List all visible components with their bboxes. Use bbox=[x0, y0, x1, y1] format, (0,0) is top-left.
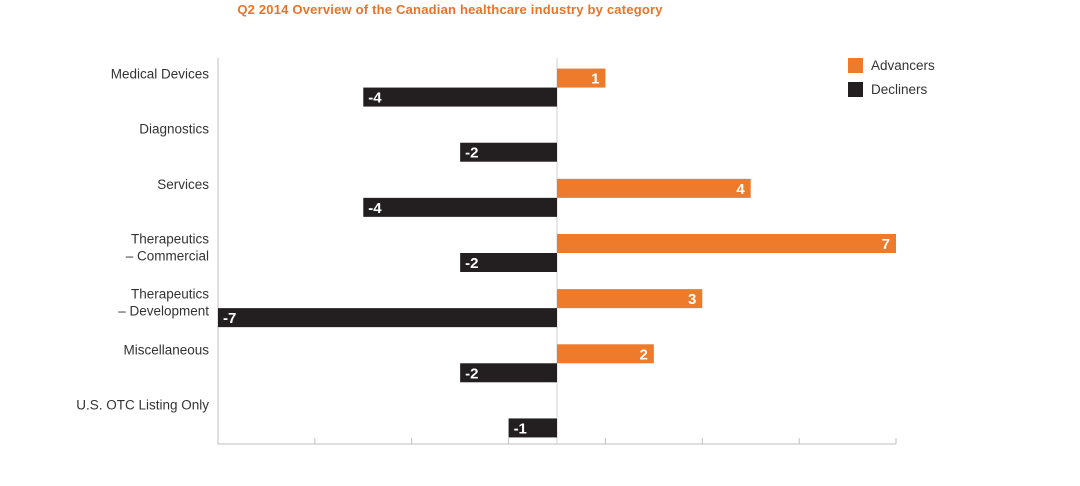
chart-legend: Advancers Decliners bbox=[848, 58, 935, 97]
bar-value-label: -4 bbox=[368, 200, 382, 217]
category-label: – Development bbox=[118, 304, 209, 319]
bar-value-label: 2 bbox=[640, 346, 648, 363]
category-label: Diagnostics bbox=[139, 122, 209, 137]
category-label: Therapeutics bbox=[131, 232, 209, 247]
bar-value-label: -7 bbox=[223, 310, 236, 327]
bar-advancers bbox=[557, 68, 606, 88]
legend-label-advancers: Advancers bbox=[871, 58, 935, 73]
bar-value-label: 7 bbox=[882, 236, 890, 253]
bar-value-label: -4 bbox=[368, 90, 382, 107]
bar-advancers bbox=[557, 289, 703, 309]
bar-decliners bbox=[218, 308, 557, 328]
bar-value-label: 1 bbox=[591, 71, 599, 88]
bar-advancers bbox=[557, 234, 896, 253]
chart-title: Q2 2014 Overview of the Canadian healthc… bbox=[237, 2, 663, 17]
bar-decliners bbox=[363, 197, 557, 217]
bar-value-label: 3 bbox=[688, 291, 696, 308]
bar-decliners bbox=[460, 363, 557, 383]
category-label: U.S. OTC Listing Only bbox=[76, 397, 209, 412]
bar-value-label: -2 bbox=[465, 145, 478, 162]
legend-swatch-advancers bbox=[848, 58, 863, 73]
category-label: Miscellaneous bbox=[123, 342, 209, 357]
bar-value-label: -2 bbox=[465, 365, 478, 382]
bar-advancers bbox=[557, 178, 751, 198]
category-label: Therapeutics bbox=[131, 287, 209, 302]
bar-decliners bbox=[460, 142, 557, 162]
legend-label-decliners: Decliners bbox=[871, 82, 928, 97]
bar-value-label: -2 bbox=[465, 255, 478, 272]
bar-decliners bbox=[460, 253, 557, 272]
bar-value-label: -1 bbox=[514, 420, 527, 437]
category-labels: Medical Devices Diagnostics Services Therap… bbox=[76, 67, 209, 413]
category-label: Services bbox=[157, 177, 209, 192]
legend-swatch-decliners bbox=[848, 82, 863, 97]
bar-advancers bbox=[557, 344, 654, 364]
category-label: – Commercial bbox=[126, 249, 209, 264]
bar-value-label: 4 bbox=[736, 181, 745, 198]
category-label: Medical Devices bbox=[111, 67, 210, 82]
bar-decliners bbox=[363, 87, 557, 107]
bar-decliners bbox=[508, 418, 557, 438]
chart-bars: 1 -4 -2 4 -4 7 -2 3 -7 2 -2 -1 bbox=[218, 68, 896, 438]
